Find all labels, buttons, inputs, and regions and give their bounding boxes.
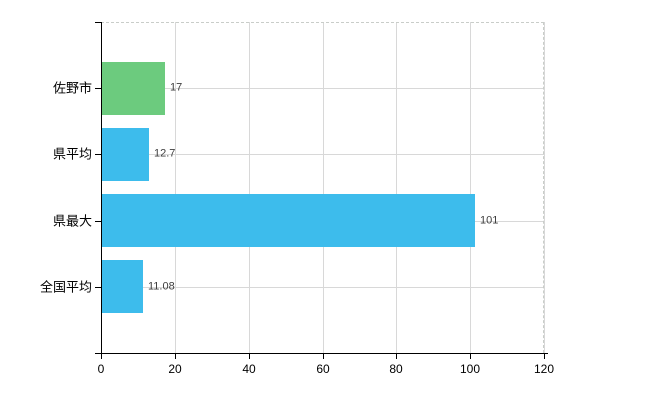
y-axis-end-tick	[95, 22, 101, 23]
vertical-gridline	[174, 22, 176, 353]
vertical-gridline	[248, 22, 250, 353]
value-label: 12.7	[154, 147, 176, 160]
value-label: 101	[480, 214, 499, 227]
x-axis-line	[95, 353, 548, 354]
x-tick	[175, 353, 176, 359]
bar	[102, 62, 165, 115]
y-tick	[95, 88, 101, 89]
horizontal-gridline	[101, 88, 544, 89]
y-tick	[95, 154, 101, 155]
x-tick-label: 60	[316, 362, 330, 376]
category-label: 県最大	[52, 213, 92, 229]
x-tick	[249, 353, 250, 359]
category-label: 佐野市	[52, 80, 92, 96]
y-axis-line	[101, 22, 102, 354]
x-tick-label: 120	[533, 362, 555, 376]
x-tick-label: 40	[242, 362, 256, 376]
x-tick	[323, 353, 324, 359]
bar	[102, 260, 143, 313]
y-tick	[95, 221, 101, 222]
bar	[102, 194, 475, 247]
horizontal-gridline	[101, 154, 544, 155]
x-tick	[470, 353, 471, 359]
bar	[102, 128, 149, 181]
value-label: 17	[170, 81, 183, 94]
x-tick-label: 80	[389, 362, 403, 376]
value-label: 11.08	[148, 280, 175, 293]
x-tick-label: 20	[168, 362, 182, 376]
vertical-gridline	[322, 22, 324, 353]
x-tick-label: 0	[97, 362, 105, 376]
x-tick	[544, 353, 545, 359]
vertical-gridline	[396, 22, 398, 353]
x-tick-label: 100	[459, 362, 481, 376]
y-tick	[95, 287, 101, 288]
horizontal-gridline	[101, 287, 544, 288]
category-label: 県平均	[52, 146, 92, 162]
vertical-gridline	[544, 22, 545, 353]
category-label: 全国平均	[39, 279, 92, 295]
x-tick	[101, 353, 102, 359]
vertical-gridline	[470, 22, 472, 353]
x-tick	[396, 353, 397, 359]
